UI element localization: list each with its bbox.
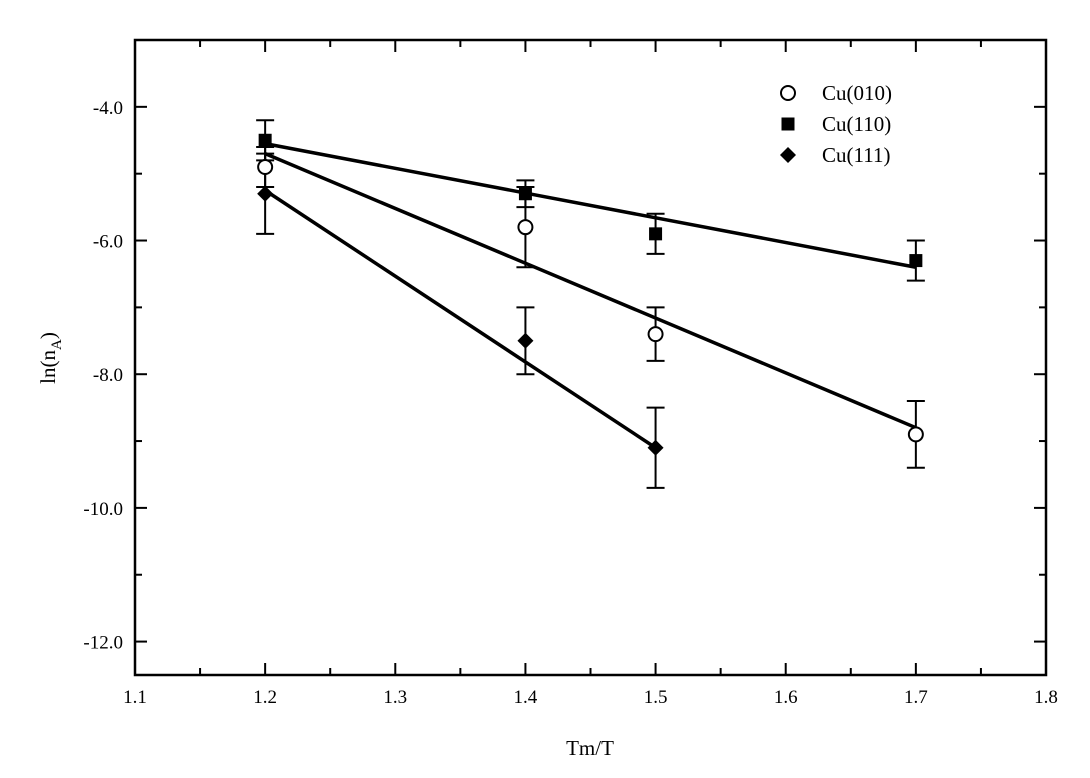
fit-line-cu-111 (264, 188, 657, 450)
x-tick-label: 1.3 (383, 687, 407, 708)
y-tick-label: -12.0 (83, 633, 123, 654)
y-axis-label: ln(nA) (36, 332, 65, 384)
data-point-cu-111 (257, 185, 274, 202)
legend-marker-cu-010 (780, 85, 796, 101)
y-tick-label: -10.0 (83, 499, 123, 520)
y-axis-label-close: ) (36, 332, 60, 339)
fit-lines (264, 141, 917, 450)
fit-line-cu-010 (264, 152, 917, 430)
data-point-cu-111 (647, 439, 664, 456)
fit-line-cu-110 (264, 141, 917, 269)
x-tick-label: 1.7 (904, 687, 928, 708)
plot-frame (133, 38, 1048, 677)
data-point-cu-111 (517, 332, 534, 349)
y-axis-label-base: ln(n (36, 350, 60, 384)
x-tick-label: 1.8 (1034, 687, 1058, 708)
legend-marker-cu-110 (781, 117, 795, 131)
legend-marker-cu-111 (780, 147, 796, 163)
data-point-cu-110 (258, 133, 272, 147)
x-tick-label: 1.6 (774, 687, 798, 708)
x-tick-labels: 1.1 1.2 1.3 1.4 1.5 1.6 1.7 1.8 (123, 687, 1058, 708)
data-point-cu-110 (909, 254, 923, 268)
axis-ticks (134, 39, 1047, 675)
legend-label-cu-111: Cu(111) (822, 143, 890, 167)
data-point-cu-110 (649, 227, 663, 241)
legend-label-cu-010: Cu(010) (822, 81, 892, 105)
data-point-cu-010 (257, 159, 274, 175)
y-tick-label: -6.0 (93, 232, 123, 253)
y-tick-label: -4.0 (93, 98, 123, 119)
x-tick-label: 1.1 (123, 687, 147, 708)
legend: Cu(010) Cu(110) Cu(111) (780, 81, 892, 167)
legend-label-cu-110: Cu(110) (822, 112, 891, 136)
data-point-cu-110 (518, 187, 532, 201)
x-axis-label: Tm/T (566, 736, 614, 760)
data-point-cu-010 (907, 426, 924, 443)
x-tick-label: 1.2 (253, 687, 277, 708)
data-point-cu-010 (517, 219, 534, 236)
y-axis-label-sub: A (49, 339, 65, 350)
y-tick-labels: -4.0 -6.0 -8.0 -10.0 -12.0 (83, 98, 123, 654)
data-markers (257, 133, 924, 456)
error-bars (256, 119, 925, 489)
x-tick-label: 1.4 (514, 687, 538, 708)
x-tick-label: 1.5 (644, 687, 668, 708)
data-point-cu-010 (647, 326, 664, 343)
y-tick-label: -8.0 (93, 365, 123, 386)
